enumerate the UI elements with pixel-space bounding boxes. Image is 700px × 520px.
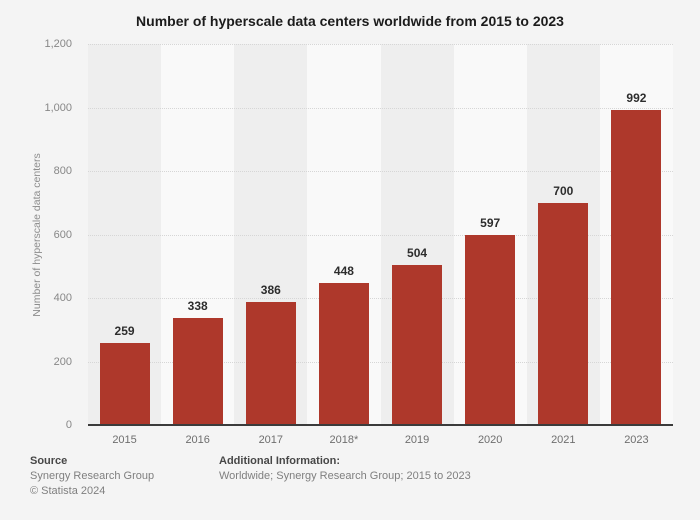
bar-value-2020: 597	[480, 216, 501, 230]
y-tick-label-1,200: 1,200	[44, 38, 72, 50]
footer-additional-column: Additional Information: Worldwide; Syner…	[219, 455, 471, 485]
chart-title: Number of hyperscale data centers worldw…	[136, 13, 564, 29]
y-tick-label-800: 800	[53, 165, 72, 177]
bar-value-2019: 504	[407, 246, 428, 260]
bar-2023[interactable]	[611, 110, 662, 425]
y-tick-label-400: 400	[53, 292, 72, 304]
x-tick-label-2020: 2020	[477, 434, 503, 446]
bar-value-2017: 386	[260, 283, 281, 297]
gridline-1,000	[88, 107, 673, 109]
y-tick-label-0: 0	[65, 419, 72, 431]
y-tick-label-200: 200	[53, 355, 72, 368]
bar-2021[interactable]	[538, 203, 589, 425]
y-tick-label-1,000: 1,000	[44, 101, 72, 114]
bar-2017[interactable]	[245, 302, 296, 425]
x-tick-label-2016: 2016	[185, 434, 210, 446]
bar-value-2018*: 448	[333, 264, 354, 278]
additional-info-label: Additional Information:	[219, 455, 340, 467]
x-tick-label-2017: 2017	[258, 434, 284, 446]
gridline-800	[88, 171, 673, 172]
footer-source-column: Source Synergy Research Group © Statista…	[30, 455, 154, 500]
bar-2018*[interactable]	[318, 283, 369, 425]
gridline-200	[88, 361, 673, 363]
bar-2015[interactable]	[99, 343, 150, 425]
x-tick-label-2023: 2023	[624, 434, 649, 446]
gridline-600	[88, 234, 673, 236]
bar-2019[interactable]	[392, 265, 443, 425]
x-tick-label-2021: 2021	[551, 434, 576, 446]
copyright-text: © Statista 2024	[30, 485, 106, 497]
source-label: Source	[30, 455, 68, 467]
bar-2020[interactable]	[465, 235, 516, 425]
gridline-400	[88, 298, 673, 299]
additional-info-text: Worldwide; Synergy Research Group; 2015 …	[219, 470, 471, 482]
x-tick-label-2019: 2019	[404, 434, 430, 446]
bar-value-2016: 338	[187, 299, 208, 313]
bar-value-2021: 700	[553, 184, 574, 198]
gridline-1,200	[88, 44, 673, 45]
y-tick-label-600: 600	[53, 228, 72, 241]
bar-value-2023: 992	[626, 91, 647, 105]
bar-2016[interactable]	[172, 318, 223, 425]
bar-value-2015: 259	[114, 324, 135, 338]
plot-area: 259 338 386 448 504 597 700 992	[88, 44, 673, 425]
x-tick-label-2018*: 2018*	[329, 434, 359, 446]
x-tick-label-2015: 2015	[112, 434, 137, 446]
source-name: Synergy Research Group	[30, 470, 155, 482]
x-axis-line	[88, 424, 673, 426]
